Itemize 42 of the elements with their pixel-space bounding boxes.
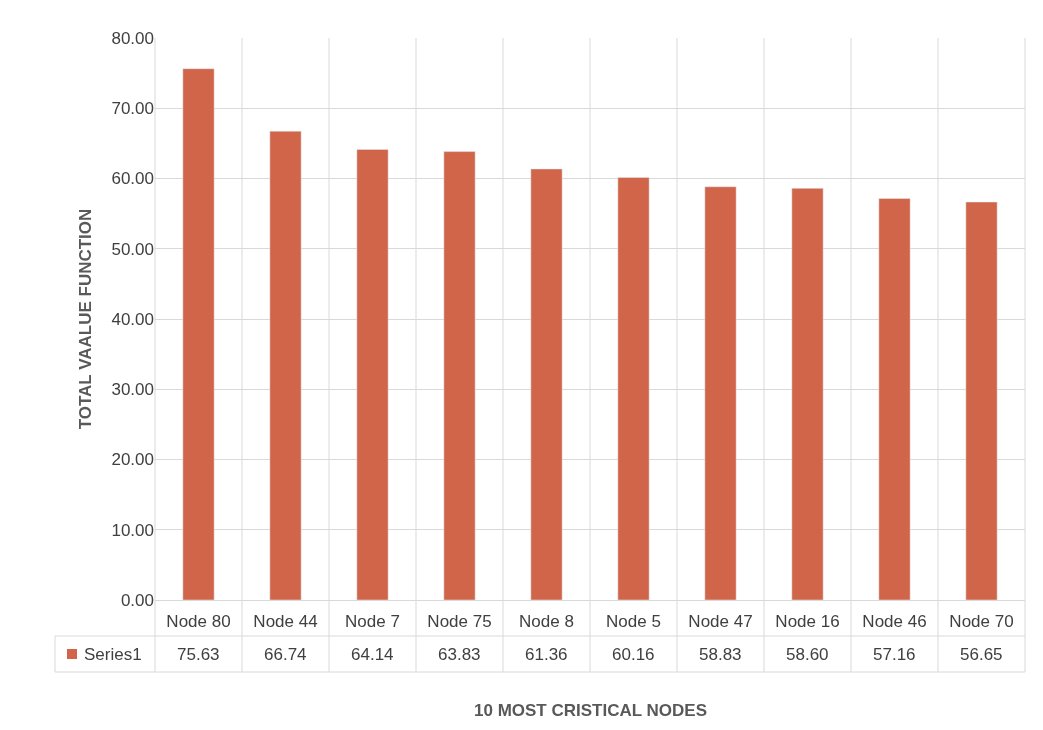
y-tick-label: 50.00 (111, 239, 154, 259)
text: 60.16 (612, 645, 655, 664)
x-axis-title: 10 MOST CRISTICAL NODES (474, 701, 707, 720)
x-tick-label: Node 5 (606, 612, 661, 632)
text: 58.83 (699, 645, 742, 664)
text: 66.74 (264, 645, 307, 664)
x-tick-label: Node 7 (345, 612, 400, 632)
y-axis-title: TOTAL VAALUE FUNCTION (76, 208, 95, 430)
y-tick-label: 0.00 (120, 590, 154, 610)
x-tick-label: Node 47 (688, 612, 753, 632)
x-tick-label: Node 75 (427, 612, 492, 632)
text: 58.60 (786, 645, 829, 664)
bar (182, 68, 215, 600)
y-tick-label: 20.00 (111, 450, 154, 470)
y-tick-label: 10.00 (111, 520, 154, 540)
x-tick-label: Node 8 (519, 612, 574, 632)
x-tick-label: Node 80 (166, 612, 231, 632)
text: 57.16 (873, 645, 916, 664)
text: 63.83 (438, 645, 481, 664)
text: 56.65 (960, 645, 1003, 664)
x-tick-label: Node 44 (253, 612, 318, 632)
x-tick-label: Node 70 (949, 612, 1014, 632)
bar (704, 186, 737, 600)
bar (356, 149, 389, 600)
bar (617, 177, 650, 600)
y-tick-label: 60.00 (111, 169, 154, 189)
text: 64.14 (351, 645, 394, 664)
text: 75.63 (177, 645, 220, 664)
bar (791, 188, 824, 600)
y-tick-label: 40.00 (111, 309, 154, 329)
bar (443, 151, 476, 600)
text: 61.36 (525, 645, 568, 664)
bar (269, 130, 302, 600)
y-tick-label: 80.00 (111, 28, 154, 48)
bar (878, 198, 911, 600)
y-tick-label: 70.00 (111, 99, 154, 119)
legend-label: Series1 (84, 645, 142, 664)
x-tick-label: Node 46 (862, 612, 927, 632)
x-tick-label: Node 16 (775, 612, 840, 632)
bar (530, 168, 563, 600)
bar (965, 201, 998, 600)
y-tick-label: 30.00 (111, 380, 154, 400)
